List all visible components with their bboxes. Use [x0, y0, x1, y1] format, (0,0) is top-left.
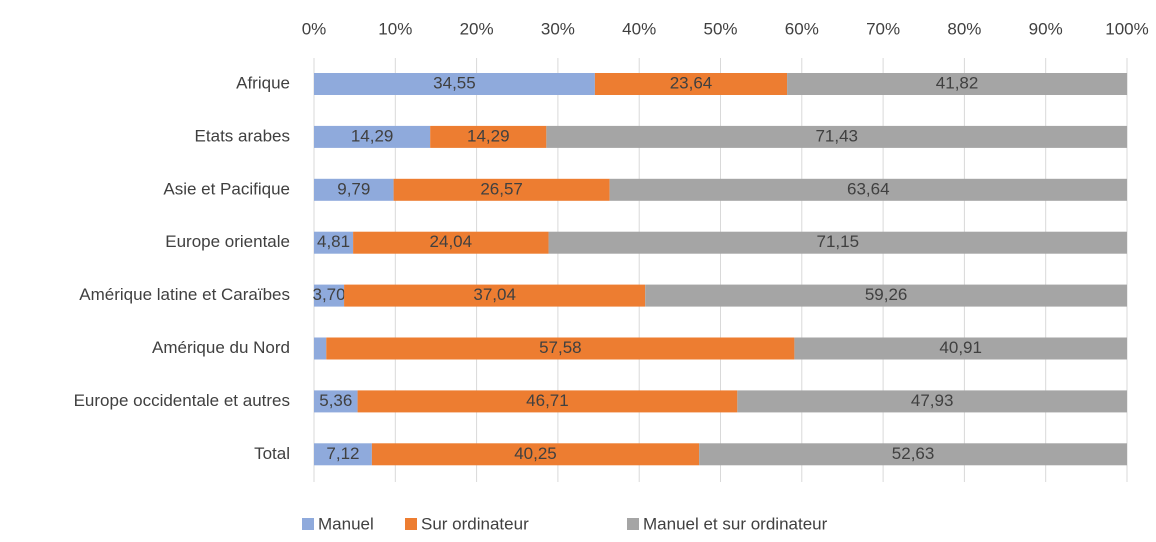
y-tick-label: Afrique	[236, 73, 290, 92]
y-tick-label: Amérique latine et Caraïbes	[79, 285, 290, 304]
data-label: 71,43	[815, 126, 858, 145]
x-tick-label: 10%	[378, 19, 412, 38]
y-tick-label: Europe occidentale et autres	[74, 391, 290, 410]
bar-segment	[794, 337, 1127, 360]
bar-segment	[314, 125, 431, 148]
x-tick-label: 90%	[1029, 19, 1063, 38]
data-label: 52,63	[892, 444, 935, 463]
y-tick-label: Etats arabes	[195, 126, 290, 145]
bar-segment	[314, 73, 595, 95]
bar-segment	[314, 231, 354, 254]
x-tick-label: 80%	[947, 19, 981, 38]
bar-segment	[314, 337, 327, 360]
data-label: 34,55	[433, 73, 476, 92]
x-tick-label: 0%	[302, 19, 327, 38]
data-label: 63,64	[847, 179, 890, 198]
data-label: 40,91	[939, 338, 982, 357]
bar-segment	[314, 178, 394, 201]
data-label: 47,93	[911, 391, 954, 410]
x-tick-label: 20%	[460, 19, 494, 38]
x-tick-label: 40%	[622, 19, 656, 38]
data-label: 4,81	[317, 232, 350, 251]
bar-segment	[645, 284, 1127, 307]
bar-segment	[326, 337, 795, 360]
x-tick-label: 60%	[785, 19, 819, 38]
data-label: 59,26	[865, 285, 908, 304]
legend-label: Manuel et sur ordinateur	[643, 514, 828, 533]
x-tick-label: 30%	[541, 19, 575, 38]
bar-segment	[699, 443, 1127, 466]
bar-segment	[314, 284, 345, 307]
bar-segment	[737, 390, 1127, 413]
y-tick-label: Europe orientale	[165, 232, 290, 251]
legend-label: Manuel	[318, 514, 374, 533]
bar-segment	[594, 73, 788, 95]
bar-segment	[548, 231, 1127, 254]
legend-swatch	[302, 518, 314, 530]
x-tick-label: 100%	[1105, 19, 1148, 38]
legend-swatch	[405, 518, 417, 530]
data-label: 24,04	[430, 232, 473, 251]
bar-segment	[314, 390, 358, 413]
y-tick-label: Amérique du Nord	[152, 338, 290, 357]
bar-segment	[393, 178, 610, 201]
x-tick-label: 70%	[866, 19, 900, 38]
data-label: 71,15	[817, 232, 860, 251]
data-label: 26,57	[480, 179, 523, 198]
data-label: 14,29	[351, 126, 394, 145]
y-tick-label: Asie et Pacifique	[163, 179, 290, 198]
bar-segment	[314, 443, 372, 466]
data-label: 37,04	[473, 285, 516, 304]
data-label: 3,70	[312, 285, 345, 304]
bar-segment	[353, 231, 549, 254]
bar-segment	[371, 443, 700, 466]
data-label: 41,82	[936, 73, 979, 92]
data-label: 23,64	[670, 73, 713, 92]
bar-segment	[430, 125, 547, 148]
data-label: 5,36	[319, 391, 352, 410]
bar-segment	[609, 178, 1127, 201]
y-tick-label: Total	[254, 444, 290, 463]
legend-label: Sur ordinateur	[421, 514, 529, 533]
data-label: 9,79	[337, 179, 370, 198]
data-label: 7,12	[326, 444, 359, 463]
data-label: 46,71	[526, 391, 569, 410]
data-label: 14,29	[467, 126, 510, 145]
data-label: 57,58	[539, 338, 582, 357]
x-tick-label: 50%	[703, 19, 737, 38]
bar-segment	[357, 390, 738, 413]
bar-segment	[546, 125, 1128, 148]
data-label: 40,25	[514, 444, 557, 463]
legend-swatch	[627, 518, 639, 530]
bar-segment	[344, 284, 646, 307]
bar-segment	[787, 73, 1128, 95]
